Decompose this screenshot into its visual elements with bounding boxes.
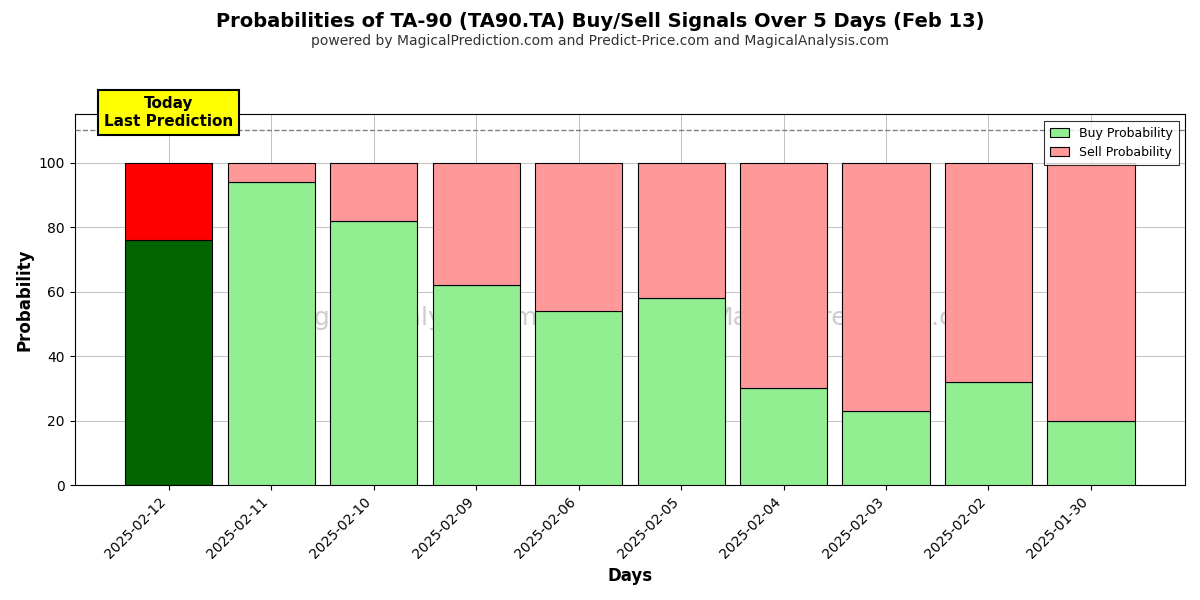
Y-axis label: Probability: Probability bbox=[16, 248, 34, 351]
Text: Today
Last Prediction: Today Last Prediction bbox=[104, 97, 233, 129]
Bar bbox=[228, 182, 314, 485]
Bar bbox=[637, 298, 725, 485]
Bar bbox=[330, 163, 418, 221]
Text: MagicalAnalysis.com: MagicalAnalysis.com bbox=[277, 307, 538, 331]
X-axis label: Days: Days bbox=[607, 567, 653, 585]
Bar bbox=[535, 311, 622, 485]
Bar bbox=[432, 163, 520, 285]
Bar bbox=[432, 285, 520, 485]
Text: MagicalPrediction.com: MagicalPrediction.com bbox=[712, 307, 992, 331]
Bar bbox=[944, 163, 1032, 382]
Text: powered by MagicalPrediction.com and Predict-Price.com and MagicalAnalysis.com: powered by MagicalPrediction.com and Pre… bbox=[311, 34, 889, 48]
Bar bbox=[740, 163, 827, 388]
Bar bbox=[842, 163, 930, 411]
Bar bbox=[228, 163, 314, 182]
Bar bbox=[125, 240, 212, 485]
Legend: Buy Probability, Sell Probability: Buy Probability, Sell Probability bbox=[1044, 121, 1178, 166]
Bar bbox=[125, 163, 212, 240]
Bar bbox=[944, 382, 1032, 485]
Bar bbox=[740, 388, 827, 485]
Text: Probabilities of TA-90 (TA90.TA) Buy/Sell Signals Over 5 Days (Feb 13): Probabilities of TA-90 (TA90.TA) Buy/Sel… bbox=[216, 12, 984, 31]
Bar bbox=[637, 163, 725, 298]
Bar bbox=[842, 411, 930, 485]
Bar bbox=[1048, 421, 1134, 485]
Bar bbox=[1048, 163, 1134, 421]
Bar bbox=[330, 221, 418, 485]
Bar bbox=[535, 163, 622, 311]
